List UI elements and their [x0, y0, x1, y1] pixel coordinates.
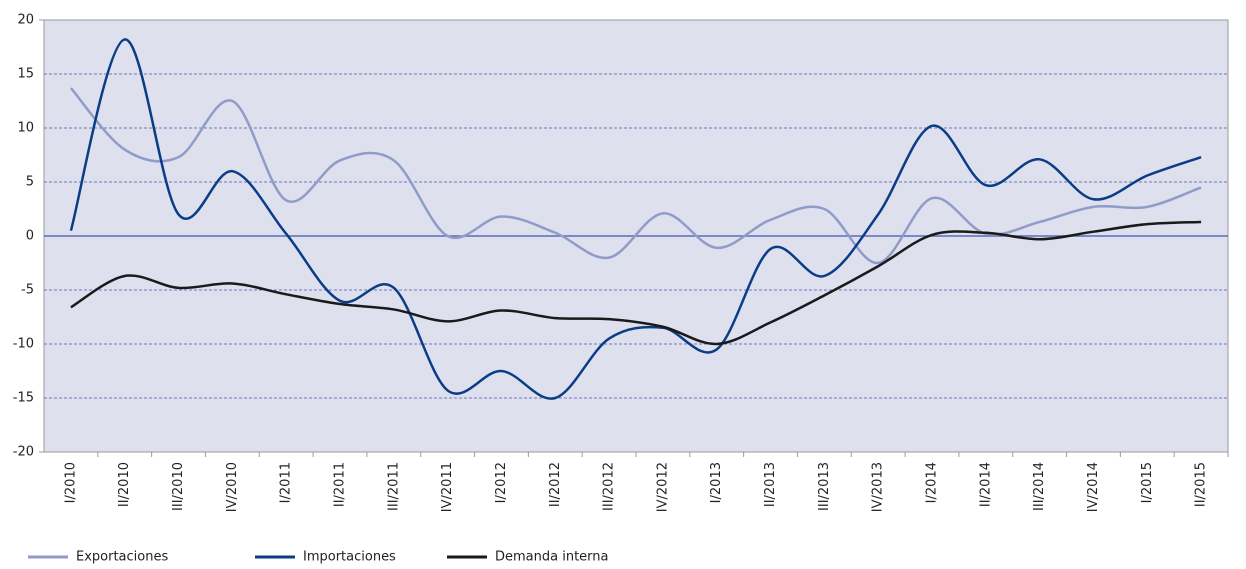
y-tick-label: 15 — [17, 67, 34, 82]
x-tick-label: I/2014 — [925, 462, 940, 503]
y-tick-label: -10 — [13, 337, 34, 352]
x-tick-label: II/2012 — [548, 462, 563, 507]
y-tick-label: 10 — [17, 121, 34, 136]
x-tick-label: IV/2010 — [225, 462, 240, 512]
x-tick-label: I/2013 — [709, 462, 724, 503]
x-tick-label: I/2012 — [494, 462, 509, 503]
y-tick-label: 0 — [26, 229, 34, 244]
series-line — [70, 220, 1202, 346]
x-tick-label: IV/2014 — [1086, 462, 1101, 512]
x-tick-label: III/2010 — [171, 462, 186, 511]
x-tick-label: IV/2013 — [871, 462, 886, 512]
x-tick-label: IV/2012 — [655, 462, 670, 512]
x-tick-label: III/2014 — [1032, 462, 1047, 511]
legend-label: Importaciones — [303, 550, 396, 565]
series-line — [69, 38, 1202, 400]
y-tick-label: -20 — [13, 445, 34, 460]
y-tick-label: 5 — [26, 175, 34, 190]
legend-label: Demanda interna — [495, 550, 609, 565]
x-tick-label: I/2015 — [1140, 462, 1155, 503]
y-tick-label: -5 — [21, 283, 34, 298]
x-tick-label: II/2015 — [1194, 462, 1209, 507]
x-tick-label: II/2011 — [333, 462, 348, 507]
y-tick-label: 20 — [17, 13, 34, 28]
x-tick-label: I/2010 — [63, 462, 78, 503]
x-tick-label: II/2013 — [763, 462, 778, 507]
x-tick-label: I/2011 — [279, 462, 294, 503]
legend-label: Exportaciones — [76, 550, 168, 565]
x-tick-label: II/2010 — [117, 462, 132, 507]
y-tick-label: -15 — [13, 391, 34, 406]
x-tick-label: IV/2011 — [440, 462, 455, 512]
x-tick-label: III/2012 — [602, 462, 617, 511]
x-tick-label: III/2011 — [386, 462, 401, 511]
x-tick-label: II/2014 — [978, 462, 993, 507]
x-tick-label: III/2013 — [817, 462, 832, 511]
